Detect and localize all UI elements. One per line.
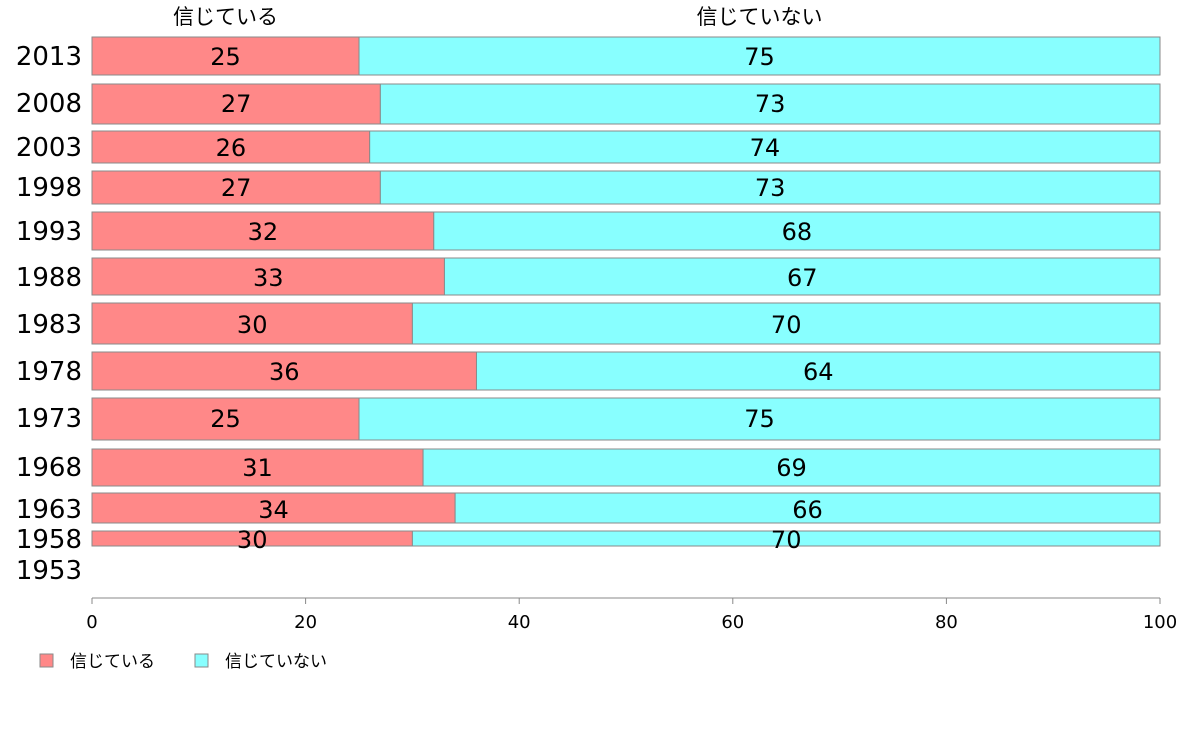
bar-2008-not-believe <box>379 83 1161 125</box>
bar-1993-believe <box>91 211 435 251</box>
x-tick-label-100: 100 <box>1143 612 1177 633</box>
bar-label-1963-not-believe: 66 <box>792 496 823 524</box>
bar-label-1983-believe: 30 <box>237 311 268 339</box>
bar-1968-not-believe <box>422 448 1161 487</box>
bar-label-2013-believe: 25 <box>210 43 241 71</box>
bar-label-1988-not-believe: 67 <box>787 264 818 292</box>
column-header-believe: 信じている <box>173 5 278 29</box>
bar-1983-believe <box>91 302 413 345</box>
bar-label-2008-not-believe: 73 <box>755 90 786 118</box>
bar-label-2013-not-believe: 75 <box>744 43 775 71</box>
bar-label-1998-believe: 27 <box>221 174 252 202</box>
bar-1973-not-believe <box>358 397 1161 441</box>
year-label-1968: 1968 <box>16 453 82 483</box>
bar-2008-believe <box>91 83 381 125</box>
legend-label-not-believe: 信じていない <box>225 652 327 672</box>
bar-2003-believe <box>91 130 371 164</box>
bar-1988-not-believe <box>443 257 1161 296</box>
year-label-1973: 1973 <box>16 404 82 434</box>
x-tick-label-80: 80 <box>935 612 958 633</box>
bar-1963-not-believe <box>454 492 1161 524</box>
year-label-1963: 1963 <box>16 495 82 525</box>
x-tick-label-20: 20 <box>294 612 317 633</box>
legend-swatch-not-believe <box>194 653 209 668</box>
year-label-1988: 1988 <box>16 263 82 293</box>
year-label-1998: 1998 <box>16 173 82 203</box>
bar-1973-believe <box>91 397 360 441</box>
bar-label-1958-believe: 30 <box>237 526 268 554</box>
column-headers: 信じている 信じていない <box>173 5 823 29</box>
bar-label-1958-not-believe: 70 <box>771 526 802 554</box>
legend-swatch-believe <box>39 653 54 668</box>
x-tick-label-60: 60 <box>721 612 744 633</box>
bar-label-1993-not-believe: 68 <box>782 218 813 246</box>
bar-1968-believe <box>91 448 424 487</box>
bar-2003-not-believe <box>369 130 1161 164</box>
legend-label-believe: 信じている <box>70 652 155 672</box>
bar-label-1983-not-believe: 70 <box>771 311 802 339</box>
year-label-1958: 1958 <box>16 525 82 555</box>
x-axis: 0 20 40 60 80 100 <box>86 597 1177 633</box>
column-header-not-believe: 信じていない <box>697 5 823 29</box>
bar-2013-believe <box>91 36 360 76</box>
bar-1958-not-believe <box>411 530 1161 547</box>
bar-1998-not-believe <box>379 170 1161 205</box>
year-label-1978: 1978 <box>16 357 82 387</box>
year-labels: 2013 2008 2003 1998 1993 1988 1983 1978 1973 1968… <box>16 42 82 586</box>
bar-1983-not-believe <box>411 302 1161 345</box>
bar-label-1973-not-believe: 75 <box>744 405 775 433</box>
year-label-1993: 1993 <box>16 217 82 247</box>
bar-1978-not-believe <box>475 351 1161 391</box>
bar-label-1998-not-believe: 73 <box>755 174 786 202</box>
year-label-1983: 1983 <box>16 310 82 340</box>
legend: 信じている 信じていない <box>39 652 327 672</box>
bars: 25 75 27 73 26 74 27 73 32 68 33 67 30 70 36 64 25 75 31 69… <box>91 36 1161 554</box>
bar-label-1973-believe: 25 <box>210 405 241 433</box>
x-tick-label-40: 40 <box>508 612 531 633</box>
year-label-2003: 2003 <box>16 133 82 163</box>
bar-label-1988-believe: 33 <box>253 264 284 292</box>
bar-2013-not-believe <box>358 36 1161 76</box>
year-label-2013: 2013 <box>16 42 82 72</box>
year-label-1953: 1953 <box>16 556 82 586</box>
bar-label-1978-believe: 36 <box>269 358 300 386</box>
bar-label-2003-believe: 26 <box>216 134 247 162</box>
bar-1963-believe <box>91 492 456 524</box>
bar-label-1968-believe: 31 <box>242 454 273 482</box>
bar-1993-not-believe <box>433 211 1161 251</box>
year-label-2008: 2008 <box>16 89 82 119</box>
bar-label-2003-not-believe: 74 <box>750 134 781 162</box>
bar-1998-believe <box>91 170 381 205</box>
bar-label-1963-believe: 34 <box>258 496 289 524</box>
x-tick-label-0: 0 <box>86 612 97 633</box>
bar-label-1968-not-believe: 69 <box>776 454 807 482</box>
bar-label-2008-believe: 27 <box>221 90 252 118</box>
bar-label-1978-not-believe: 64 <box>803 358 834 386</box>
bar-label-1993-believe: 32 <box>248 218 279 246</box>
